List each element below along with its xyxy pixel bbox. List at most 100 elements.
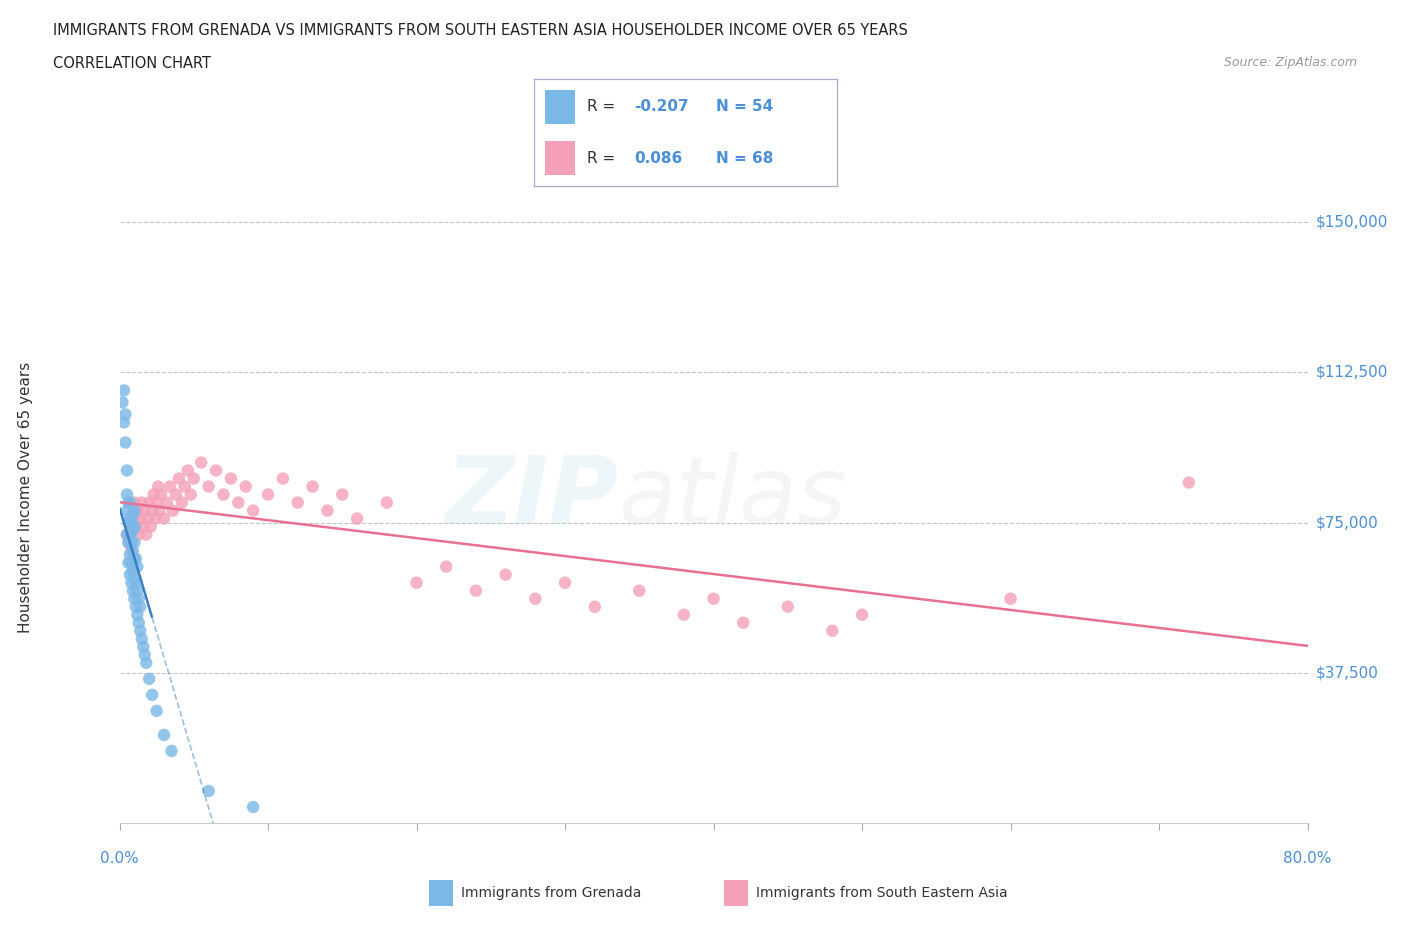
Point (118, 527, 141, 542)
Point (118, 567, 141, 582)
Point (124, 503, 146, 518)
Point (143, 512, 166, 526)
Point (821, 623, 844, 638)
Point (287, 495, 309, 510)
Point (112, 415, 135, 430)
Text: atlas: atlas (619, 452, 846, 543)
Text: $37,500: $37,500 (1316, 665, 1379, 681)
Text: Immigrants from Grenada: Immigrants from Grenada (461, 885, 641, 900)
Point (149, 503, 172, 518)
Point (117, 515, 139, 530)
Point (115, 527, 138, 542)
Point (122, 507, 145, 522)
Point (702, 591, 725, 606)
Text: Source: ZipAtlas.com: Source: ZipAtlas.com (1223, 56, 1357, 69)
Point (183, 472, 205, 486)
Point (554, 576, 576, 591)
Text: 0.086: 0.086 (634, 151, 682, 166)
Point (120, 555, 142, 570)
Point (177, 463, 200, 478)
Point (524, 591, 547, 606)
Point (1000, 591, 1022, 606)
Point (127, 559, 149, 574)
Point (228, 495, 250, 510)
Point (180, 487, 202, 502)
Point (145, 495, 167, 510)
Point (242, 800, 264, 815)
Bar (546, 89, 575, 124)
Point (112, 383, 135, 398)
Point (141, 687, 163, 702)
Point (127, 583, 149, 598)
Point (122, 524, 145, 538)
Point (122, 543, 145, 558)
Text: ZIP: ZIP (446, 452, 619, 543)
Point (135, 656, 157, 671)
Point (170, 495, 193, 510)
Point (131, 631, 153, 646)
Point (114, 407, 136, 422)
Point (124, 571, 146, 586)
Text: R =: R = (588, 151, 626, 166)
Point (776, 599, 799, 614)
Point (851, 607, 873, 622)
Point (141, 503, 163, 518)
Point (672, 607, 695, 622)
Point (173, 479, 195, 494)
Point (132, 519, 155, 534)
Point (139, 519, 162, 534)
Bar (546, 141, 575, 175)
Point (242, 503, 264, 518)
Point (159, 479, 181, 494)
Point (115, 527, 138, 542)
Point (160, 743, 183, 758)
Point (118, 495, 141, 510)
Point (124, 535, 146, 550)
Point (205, 463, 228, 478)
Text: -0.207: -0.207 (634, 100, 689, 114)
Text: N = 54: N = 54 (716, 100, 773, 114)
Text: R =: R = (588, 100, 620, 114)
Point (115, 503, 138, 518)
Text: Householder Income Over 65 years: Householder Income Over 65 years (18, 362, 32, 633)
Point (162, 503, 184, 518)
Point (114, 435, 136, 450)
Point (125, 599, 148, 614)
Point (118, 512, 141, 526)
Point (134, 503, 156, 518)
Text: 80.0%: 80.0% (1284, 851, 1331, 866)
Text: N = 68: N = 68 (716, 151, 773, 166)
Text: $75,000: $75,000 (1316, 515, 1379, 530)
Text: IMMIGRANTS FROM GRENADA VS IMMIGRANTS FROM SOUTH EASTERN ASIA HOUSEHOLDER INCOME: IMMIGRANTS FROM GRENADA VS IMMIGRANTS FR… (53, 23, 908, 38)
Point (111, 395, 134, 410)
Point (136, 512, 159, 526)
Point (165, 487, 187, 502)
Point (138, 495, 160, 510)
Point (583, 599, 606, 614)
Point (122, 583, 145, 598)
Point (330, 487, 353, 502)
Point (197, 784, 219, 799)
Point (129, 512, 152, 526)
Text: CORRELATION CHART: CORRELATION CHART (53, 56, 211, 71)
Point (125, 576, 148, 591)
Point (146, 479, 169, 494)
Point (495, 567, 517, 582)
Point (628, 583, 651, 598)
Point (117, 535, 139, 550)
Text: $112,500: $112,500 (1316, 365, 1388, 379)
Point (434, 559, 457, 574)
Point (124, 495, 146, 510)
Point (120, 576, 142, 591)
Point (316, 503, 339, 518)
Point (212, 487, 235, 502)
Point (375, 495, 398, 510)
Point (117, 555, 139, 570)
Point (120, 515, 142, 530)
Point (142, 487, 165, 502)
Point (346, 512, 368, 526)
Point (190, 455, 212, 470)
Point (131, 495, 153, 510)
Point (118, 547, 141, 562)
Point (128, 591, 150, 606)
